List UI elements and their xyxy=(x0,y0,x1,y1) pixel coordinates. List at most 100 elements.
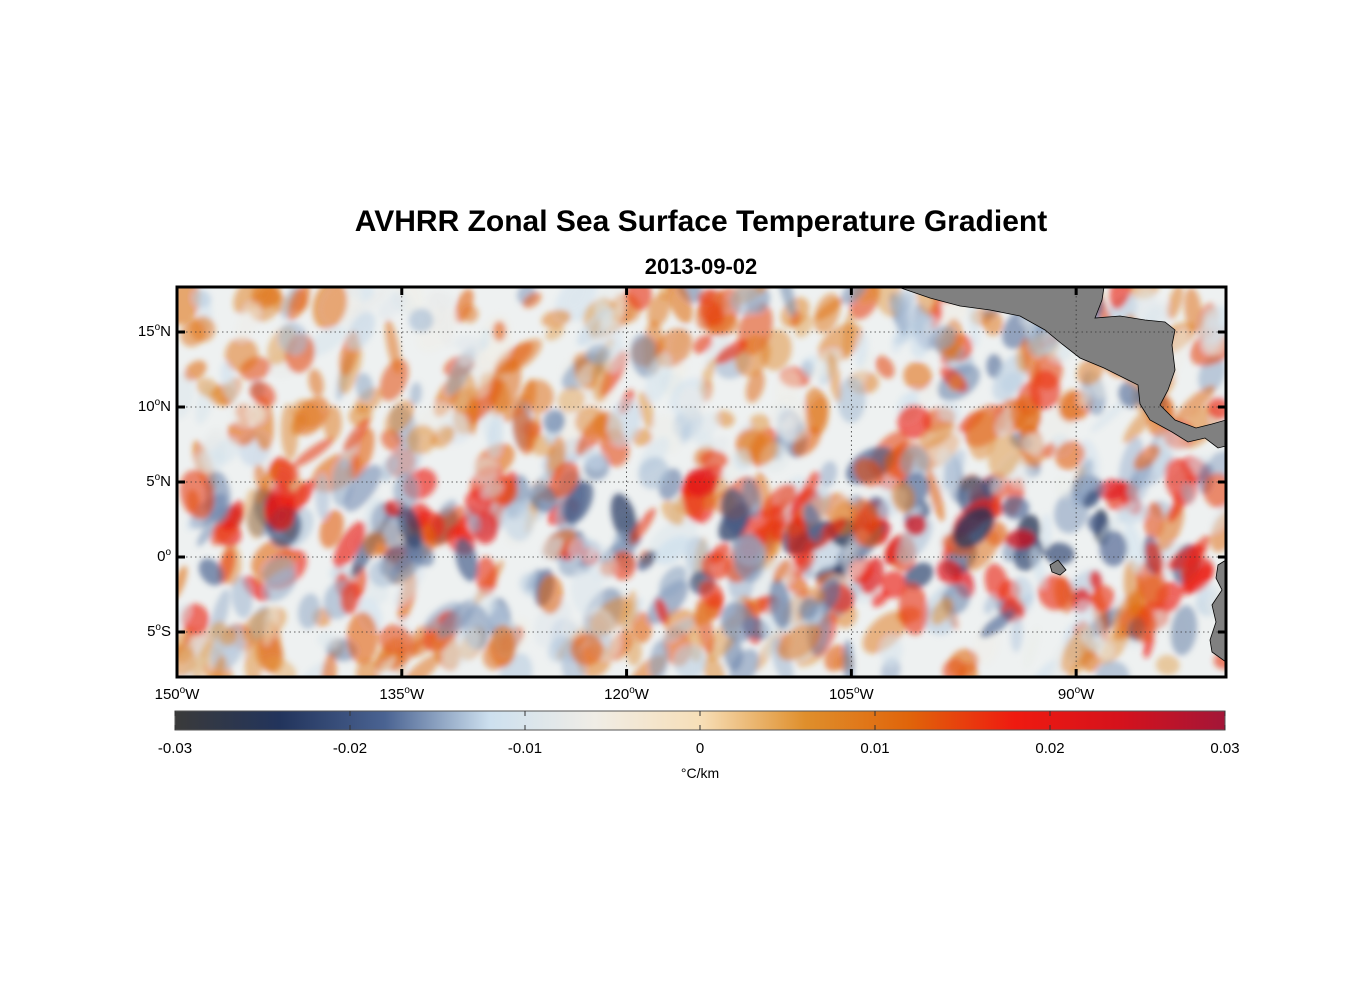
gradient-patch xyxy=(929,325,957,351)
gradient-patch xyxy=(220,362,237,403)
gradient-patch xyxy=(1143,502,1164,540)
gradient-patch xyxy=(287,287,311,321)
gradient-patch xyxy=(798,597,818,621)
gradient-patch xyxy=(455,537,479,582)
gradient-patch xyxy=(543,409,566,434)
gradient-patch xyxy=(192,289,212,308)
gradient-patch xyxy=(397,504,422,549)
gradient-patch xyxy=(967,298,980,348)
frame-ticks xyxy=(175,287,1226,677)
gradient-patch xyxy=(1133,444,1161,471)
gradient-patch xyxy=(377,292,407,319)
gradient-patch xyxy=(815,298,844,321)
gradient-patch xyxy=(363,531,387,558)
gradient-patch xyxy=(278,322,308,356)
gradient-patch xyxy=(720,601,755,643)
gradient-patch xyxy=(1179,564,1215,596)
colorbar-tick-label: 0.03 xyxy=(1210,740,1240,757)
gradient-patch xyxy=(315,474,330,520)
gradient-patch xyxy=(503,502,534,542)
gradient-patch xyxy=(803,503,823,543)
gradient-patch xyxy=(1075,600,1105,653)
lon-label: 120oW xyxy=(604,685,649,703)
gradient-patch xyxy=(530,469,554,496)
gradient-patch xyxy=(1184,287,1202,333)
gradient-patch xyxy=(903,562,934,589)
gradient-patch xyxy=(262,556,296,587)
gradient-patch xyxy=(461,304,479,323)
gradient-patch xyxy=(649,640,669,677)
gradient-patch xyxy=(1072,458,1094,509)
gradient-patch xyxy=(931,597,953,626)
gradient-patch xyxy=(910,332,928,359)
gradient-patch xyxy=(1131,609,1157,643)
gradient-patch xyxy=(1112,591,1145,641)
gradient-patch xyxy=(661,500,685,526)
gradient-patch xyxy=(235,301,260,342)
gradient-patch xyxy=(364,496,384,535)
gradient-patch xyxy=(748,434,779,465)
gradient-patch xyxy=(749,414,771,431)
gradient-patch xyxy=(787,515,811,567)
gradient-patch xyxy=(380,429,403,451)
gradient-patch xyxy=(771,638,794,677)
gradient-patch xyxy=(343,464,382,512)
gradient-patch xyxy=(442,628,481,669)
gradient-patch xyxy=(805,395,830,434)
gradient-patch xyxy=(409,382,422,405)
gradient-patch xyxy=(607,398,641,447)
gradient-patch xyxy=(298,593,321,629)
gradient-patch xyxy=(346,311,376,351)
gradient-patch xyxy=(1090,394,1133,433)
gradient-patch xyxy=(1023,626,1040,670)
gradient-patch xyxy=(904,514,927,536)
gradient-patch xyxy=(561,619,585,640)
gradient-patch xyxy=(548,635,575,663)
gradient-patch xyxy=(355,372,374,402)
gradient-patch xyxy=(841,287,868,305)
gradient-patch xyxy=(186,489,200,514)
gradient-patch xyxy=(393,472,419,510)
gradient-patch xyxy=(621,590,638,633)
gradient-patch xyxy=(219,627,238,646)
colorbar-tick-label: 0.02 xyxy=(1035,740,1065,757)
gradient-patch xyxy=(903,361,933,391)
gradient-patch xyxy=(673,645,706,677)
gradient-patch xyxy=(541,537,563,560)
gradient-patch xyxy=(385,399,415,435)
gradient-patch xyxy=(1118,381,1140,409)
gradient-patch xyxy=(549,461,580,499)
gradient-patch xyxy=(570,632,604,666)
gradient-patch xyxy=(196,378,220,398)
gradient-patch xyxy=(437,599,477,639)
gradient-patch xyxy=(586,344,611,365)
gradient-patch xyxy=(489,358,522,411)
gradient-patch xyxy=(771,394,805,431)
gradient-patch xyxy=(1021,433,1043,455)
gradient-patch xyxy=(265,657,297,677)
gradient-patch xyxy=(213,438,240,464)
lat-label: 5oS xyxy=(147,622,171,640)
gradient-patch xyxy=(599,306,625,330)
gradient-patch xyxy=(799,471,821,506)
gradient-patch xyxy=(667,287,693,324)
gradient-patch xyxy=(918,421,955,449)
gradient-patch xyxy=(489,624,517,668)
gradient-patch xyxy=(242,575,270,601)
colorbar-tick-label: 0 xyxy=(695,740,705,757)
gradient-patch xyxy=(198,558,224,586)
gradient-patch xyxy=(967,410,997,460)
gradient-patch xyxy=(343,418,370,452)
gradient-patch xyxy=(513,405,534,455)
gradient-patch xyxy=(1091,585,1115,612)
gradient-patch xyxy=(430,291,454,310)
central-america-landmass xyxy=(897,287,1226,449)
lon-label: 90oW xyxy=(1057,685,1095,703)
lat-label: 5oN xyxy=(146,472,171,490)
galapagos-islands xyxy=(1049,559,1067,576)
colorbar-ticks xyxy=(174,711,1226,730)
gradient-patch xyxy=(638,391,655,430)
gradient-patch xyxy=(1145,541,1164,575)
gradient-patch xyxy=(699,580,725,609)
gradient-patch xyxy=(730,287,762,315)
